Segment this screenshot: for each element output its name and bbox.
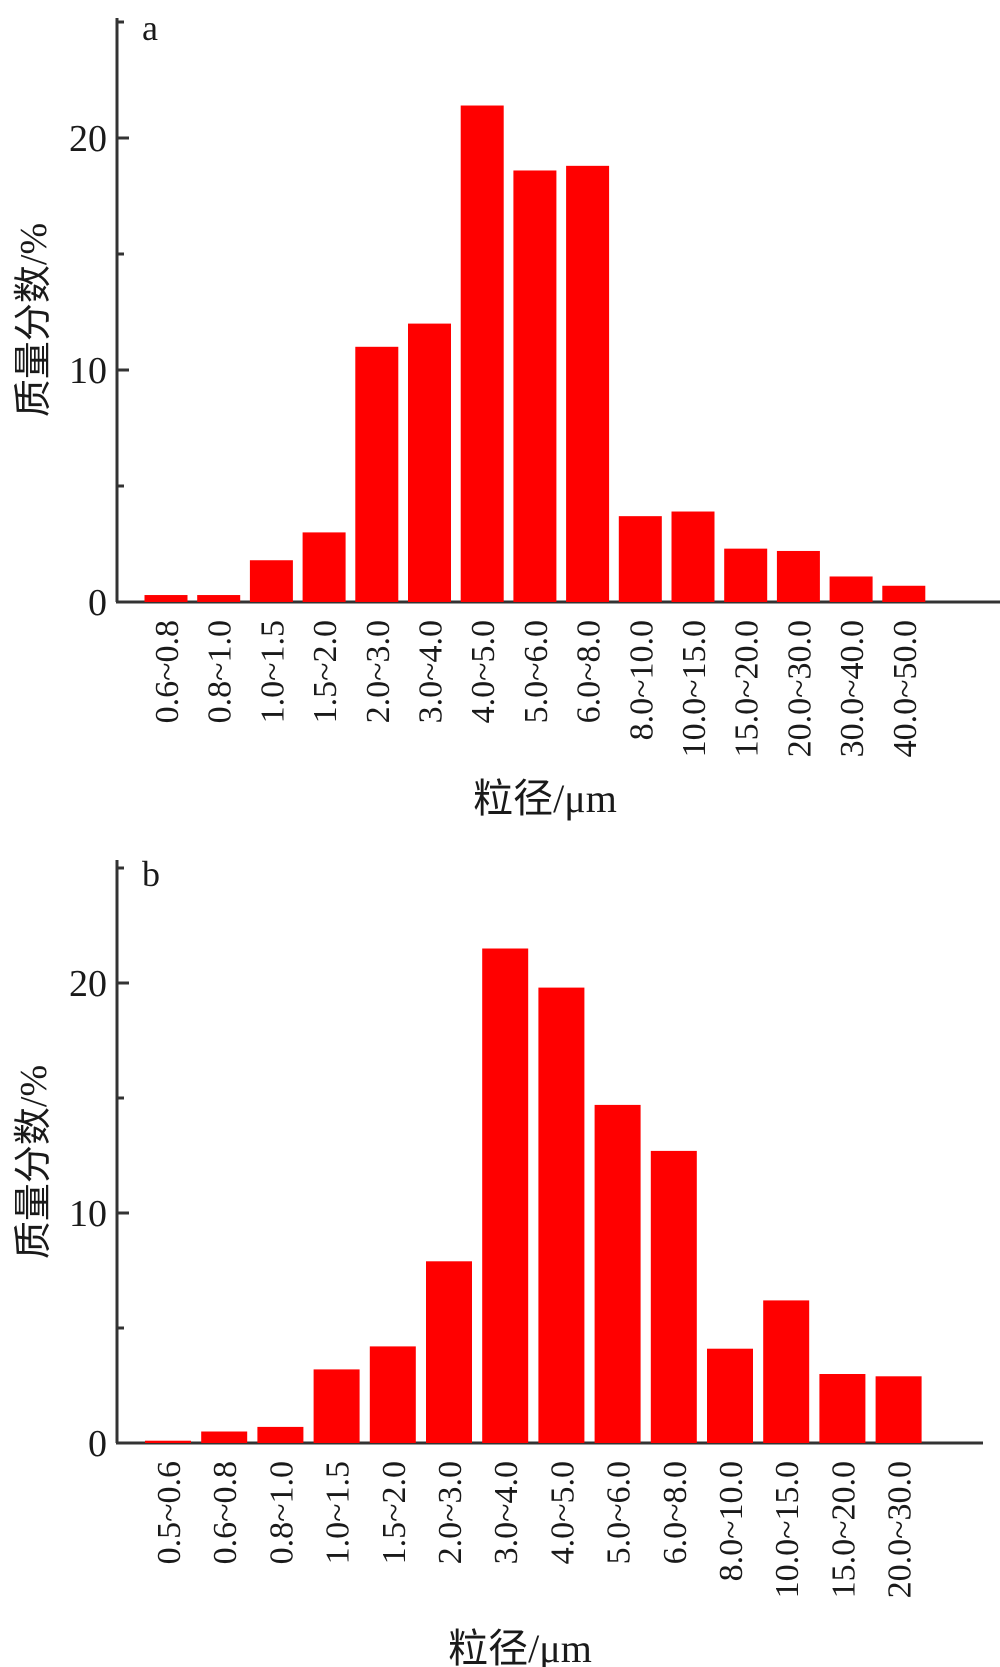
- chart-panel-b: b 质量分数/% 粒径/μm 0 10 20 0.5~0.6 0.6~0.8 0.8~1.…: [13, 854, 983, 1667]
- chart-panel-a: a 质量分数/% 粒径/μm 0 10 20 0.6~0.8 0.8~1.0 1.0~1.…: [13, 8, 1000, 821]
- bar: [829, 576, 873, 602]
- bar: [408, 323, 451, 602]
- bar: [875, 1376, 922, 1443]
- bar: [819, 1374, 866, 1443]
- x-tick-label: 5.0~6.0: [518, 620, 555, 723]
- bar: [566, 165, 610, 602]
- bar: [197, 595, 241, 602]
- x-axis-label: 粒径/μm: [448, 1626, 592, 1667]
- x-tick-label: 40.0~50.0: [887, 620, 924, 757]
- y-axis-label: 质量分数/%: [13, 223, 55, 417]
- x-tick-label: 8.0~10.0: [623, 620, 660, 740]
- x-tick-label: 15.0~20.0: [729, 620, 766, 757]
- x-tick-label: 6.0~8.0: [571, 620, 608, 723]
- bar: [313, 1369, 360, 1443]
- x-tick-label: 2.0~3.0: [432, 1461, 469, 1564]
- x-tick-label: 6.0~8.0: [657, 1461, 694, 1564]
- bar: [482, 948, 529, 1443]
- y-tick-label: 0: [88, 1423, 107, 1465]
- x-tick-label: 4.0~5.0: [465, 620, 502, 723]
- bar: [618, 516, 662, 602]
- y-tick-label: 20: [69, 963, 107, 1005]
- bar: [302, 532, 346, 602]
- x-tick-label: 10.0~15.0: [676, 620, 713, 757]
- x-tick-label: 1.0~1.5: [320, 1461, 357, 1564]
- x-tick-label: 0.6~0.8: [149, 620, 186, 723]
- x-tick-label: 0.8~1.0: [263, 1461, 300, 1564]
- bar: [763, 1300, 810, 1443]
- y-tick-label: 10: [69, 350, 107, 392]
- x-axis-label: 粒径/μm: [473, 776, 617, 821]
- bar: [650, 1150, 697, 1443]
- x-tick-label: 2.0~3.0: [360, 620, 397, 723]
- x-tick-label: 4.0~5.0: [544, 1461, 581, 1564]
- bar: [513, 170, 557, 603]
- bar: [201, 1431, 248, 1443]
- x-tick-label: 20.0~30.0: [781, 620, 818, 757]
- bar: [594, 1104, 641, 1443]
- x-tick-label: 10.0~15.0: [769, 1461, 806, 1598]
- x-tick-label: 5.0~6.0: [601, 1461, 638, 1564]
- bar: [355, 346, 399, 602]
- y-axis-label: 质量分数/%: [13, 1065, 55, 1259]
- x-tick-label: 8.0~10.0: [713, 1461, 750, 1581]
- bar: [724, 548, 768, 602]
- bar: [882, 585, 926, 602]
- y-tick-label: 0: [88, 582, 107, 624]
- x-tick-label: 0.5~0.6: [151, 1461, 188, 1564]
- x-tick-label: 3.0~4.0: [413, 620, 450, 723]
- bar: [144, 595, 188, 602]
- x-tick-label: 15.0~20.0: [825, 1461, 862, 1598]
- panel-label: b: [142, 854, 160, 894]
- x-tick-label: 3.0~4.0: [488, 1461, 525, 1564]
- x-tick-label: 1.0~1.5: [254, 620, 291, 723]
- x-tick-label: 20.0~30.0: [882, 1461, 919, 1598]
- bar: [145, 1440, 191, 1443]
- bar: [426, 1261, 472, 1443]
- bar: [538, 987, 585, 1443]
- panel-label: a: [142, 8, 158, 48]
- x-tick-label: 1.5~2.0: [376, 1461, 413, 1564]
- bar: [460, 105, 504, 603]
- bar: [257, 1426, 304, 1443]
- x-tick-label: 30.0~40.0: [834, 620, 871, 757]
- y-tick-label: 10: [69, 1193, 107, 1235]
- x-tick-label: 1.5~2.0: [307, 620, 344, 723]
- y-tick-label: 20: [69, 118, 107, 160]
- bar: [707, 1348, 753, 1443]
- bar: [369, 1346, 416, 1443]
- bar: [776, 550, 820, 602]
- x-tick-label: 0.6~0.8: [207, 1461, 244, 1564]
- x-tick-label: 0.8~1.0: [202, 620, 239, 723]
- bar: [249, 560, 293, 602]
- bar: [671, 511, 715, 602]
